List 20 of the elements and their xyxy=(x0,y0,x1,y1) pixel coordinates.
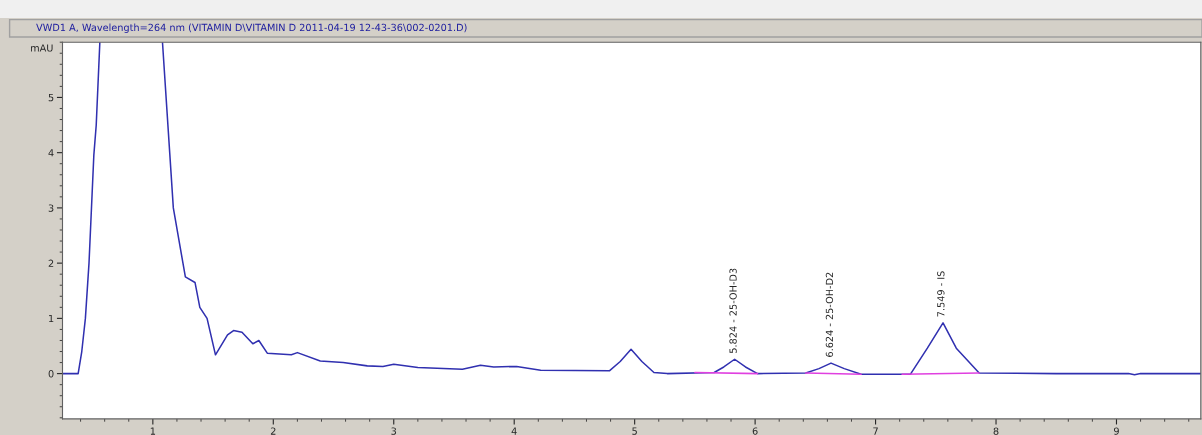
x-tick-label: 8 xyxy=(993,427,999,435)
annotation: 5.824 - 25-OH-D3 xyxy=(729,268,737,353)
y-axis-title: mAU xyxy=(31,44,53,52)
x-tick-label: 6 xyxy=(752,427,758,435)
x-tick-label: 3 xyxy=(391,427,397,435)
y-tick-label: 3 xyxy=(48,204,54,212)
y-tick-label: 0 xyxy=(48,370,54,378)
annotation: 6.624 - 25-OH-D2 xyxy=(825,272,834,357)
annotation: 7.549 - IS xyxy=(937,271,945,317)
chart-title: VWD1 A, Wavelength=264 nm (VITAMIN D\VITAMIN D 2011-04-19 12-43-36\002-0201.D) xyxy=(36,23,467,33)
y-tick-label: 1 xyxy=(49,314,54,323)
x-tick-label: 4 xyxy=(511,427,517,435)
y-tick-label: 2 xyxy=(48,259,54,267)
x-tick-label: 9 xyxy=(1114,427,1119,435)
x-tick-label: 7 xyxy=(873,427,878,435)
y-tick-label: 4 xyxy=(48,149,54,157)
x-tick-label: 1 xyxy=(150,427,156,435)
x-tick-label: 5 xyxy=(632,427,637,435)
x-tick-label: 2 xyxy=(270,427,276,435)
y-tick-label: 5 xyxy=(48,94,54,102)
